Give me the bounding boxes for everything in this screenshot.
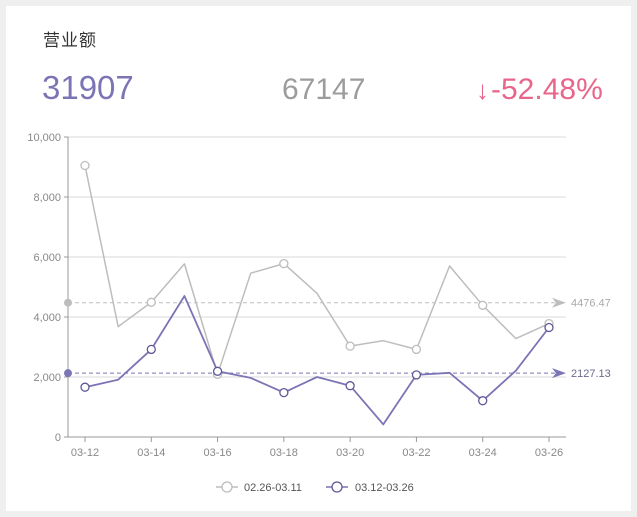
data-point: [279, 258, 289, 269]
legend-marker-icon: [331, 481, 343, 493]
change-value: -52.48%: [491, 73, 603, 106]
legend-label: 02.26-03.11: [244, 482, 302, 494]
legend-marker-icon: [221, 481, 233, 493]
x-tick-label: 03-20: [336, 447, 364, 459]
series: [80, 160, 554, 426]
y-tick-label: 2,000: [33, 372, 61, 384]
data-point: [411, 344, 422, 355]
legend[interactable]: 02.26-03.11 03.12-03.26: [216, 481, 414, 494]
chart-title: 营业额: [43, 31, 97, 50]
legend-item[interactable]: 02.26-03.11: [216, 481, 302, 494]
y-tick-label: 4,000: [33, 312, 61, 324]
data-point: [478, 300, 488, 310]
previous-period-total: 67147: [282, 73, 366, 106]
y-tick-label: 0: [55, 432, 61, 444]
x-tick-label: 03-16: [204, 447, 232, 459]
x-tick-label: 03-22: [402, 447, 430, 459]
down-arrow-icon: ↓: [476, 75, 489, 105]
y-tick-label: 8,000: [33, 192, 61, 204]
x-tick-label: 03-26: [535, 447, 563, 459]
x-tick-label: 03-18: [270, 447, 298, 459]
x-tick-label: 03-14: [137, 447, 165, 459]
y-tick-label: 10,000: [27, 132, 61, 144]
data-point: [411, 370, 422, 380]
average-arrow-icon: [552, 368, 566, 379]
current-period-total: 31907: [42, 69, 134, 106]
data-point: [80, 382, 90, 392]
data-point: [345, 341, 355, 351]
axes: 0 2,000 4,000 6,000 8,000 10,000 03-12 03-14 03-…: [27, 132, 566, 459]
data-point: [478, 396, 488, 406]
change-percentage: ↓-52.48%: [476, 70, 603, 110]
series-line: [84, 165, 550, 376]
average-label: 4476.47: [571, 298, 611, 310]
data-point: [80, 160, 90, 171]
data-point: [279, 387, 289, 398]
x-tick-label: 03-12: [71, 447, 99, 459]
data-point: [345, 381, 355, 391]
legend-label: 03.12-03.26: [355, 482, 414, 494]
average-arrow-icon: [552, 297, 566, 308]
data-point: [212, 366, 223, 376]
data-point: [544, 322, 554, 333]
average-lines: 4476.47 2127.13: [64, 297, 611, 380]
data-point: [146, 344, 156, 355]
grid: [68, 136, 566, 378]
x-tick-label: 03-24: [469, 447, 497, 459]
series-line: [84, 295, 550, 426]
data-point: [146, 297, 156, 307]
y-tick-label: 6,000: [33, 252, 61, 264]
legend-item[interactable]: 03.12-03.26: [326, 481, 414, 494]
average-label: 2127.13: [571, 368, 611, 380]
